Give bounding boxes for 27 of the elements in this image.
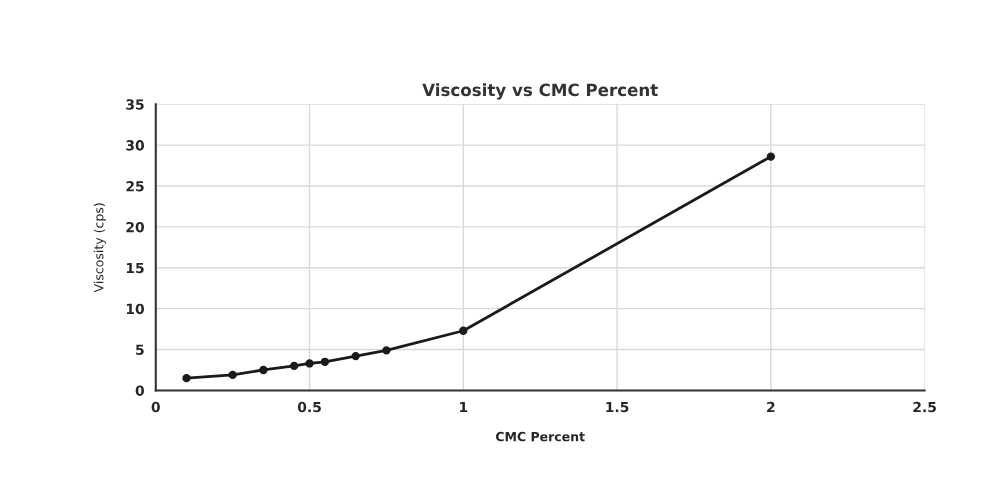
y-tick-label: 15: [126, 262, 144, 274]
y-tick-label: 10: [126, 303, 144, 315]
y-tick-label: 35: [126, 99, 144, 110]
y-tick-label: 5: [136, 344, 144, 356]
x-tick-label: 1.5: [606, 401, 629, 413]
point: [351, 351, 360, 361]
x-tick-label: 1: [460, 401, 468, 413]
y-tick-label: 20: [126, 221, 144, 233]
point: [259, 365, 268, 375]
point: [382, 346, 391, 355]
y-tick-label: 0: [135, 385, 144, 396]
point: [228, 370, 237, 380]
y-tick-label: 30: [126, 140, 144, 151]
point: [305, 359, 314, 368]
x-tick-label: 0.5: [297, 401, 321, 413]
y-tick-label: 25: [126, 181, 144, 192]
y-axis-title: Viscosity (cps): [93, 203, 106, 293]
x-axis-title: CMC Percent: [495, 431, 585, 442]
x-tick-label: 0: [151, 401, 160, 413]
point: [320, 357, 330, 366]
point: [459, 326, 468, 335]
point: [182, 373, 191, 383]
chart-title: Viscosity vs CMC Percent: [422, 83, 658, 100]
point: [766, 152, 776, 161]
point: [289, 361, 299, 371]
x-tick-label: 2: [767, 401, 775, 413]
x-tick-label: 2.5: [913, 401, 936, 413]
